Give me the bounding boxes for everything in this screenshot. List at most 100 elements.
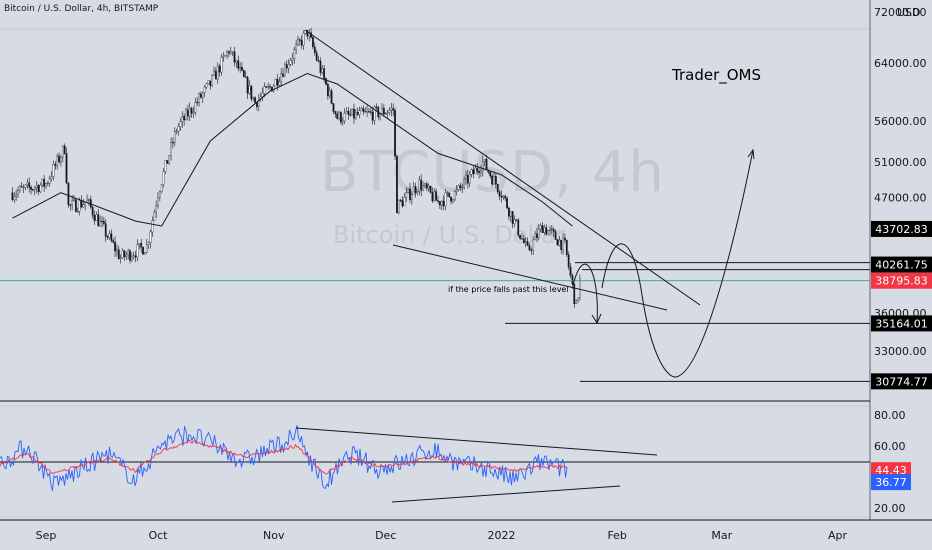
candle-body xyxy=(489,172,492,177)
candle-body xyxy=(534,233,536,241)
candle-body xyxy=(366,111,368,113)
candle-body xyxy=(526,241,529,246)
candle-body xyxy=(578,278,581,299)
candle-body xyxy=(196,101,199,104)
candle-body xyxy=(562,237,564,250)
candle-body xyxy=(420,179,423,191)
candle-body xyxy=(254,97,256,103)
candle-body xyxy=(177,126,180,132)
candle-body xyxy=(401,200,404,207)
candle-body xyxy=(151,220,154,233)
candle-body xyxy=(569,266,572,276)
candle-body xyxy=(326,84,329,97)
candle-body xyxy=(539,225,542,230)
candle-body xyxy=(472,169,475,174)
trendlines[interactable] xyxy=(295,29,755,503)
price-axis-ticks: 72000.00 64000.00 56000.00 51000.00 47000.00… xyxy=(874,6,927,358)
candle-body xyxy=(429,185,432,193)
rsi-value-text: 44.43 xyxy=(875,464,907,477)
candle-body xyxy=(246,77,249,94)
falling-wedge-lower-line[interactable] xyxy=(392,244,668,311)
candle-body xyxy=(188,108,191,117)
candle-body xyxy=(369,111,372,113)
candle-body xyxy=(483,158,486,162)
candle-body xyxy=(442,200,445,207)
candle-body xyxy=(235,60,238,63)
candle-body xyxy=(125,254,128,258)
candle-body xyxy=(211,74,214,86)
candle-body xyxy=(220,57,223,73)
candle-body xyxy=(58,155,60,163)
candle-body xyxy=(173,131,176,143)
candle-body xyxy=(144,252,146,255)
candle-body xyxy=(24,184,27,188)
candle-body xyxy=(30,186,32,190)
rsi-upper-trendline[interactable] xyxy=(295,427,658,456)
candle-body xyxy=(565,239,568,255)
rsi-tick-label: 20.00 xyxy=(874,502,906,515)
candle-body xyxy=(444,192,447,207)
projection-arrowhead[interactable] xyxy=(747,148,755,160)
price-label-text: 43702.83 xyxy=(875,223,928,236)
candle-body xyxy=(201,92,204,98)
candle-body xyxy=(123,250,126,258)
candle-body xyxy=(424,183,426,186)
candle-body xyxy=(78,200,81,212)
projection-small-arrowhead[interactable] xyxy=(591,313,602,325)
candle-body xyxy=(315,52,318,61)
candle-body xyxy=(155,205,158,213)
candle-body xyxy=(397,199,400,214)
rsi-lower-trendline[interactable] xyxy=(391,485,621,503)
candle-body xyxy=(91,207,94,216)
candle-body xyxy=(179,121,182,127)
candle-body xyxy=(237,60,240,69)
candle-body xyxy=(504,195,507,199)
candle-body xyxy=(524,241,527,243)
price-tick-label: 56000.00 xyxy=(874,115,927,128)
candle-body xyxy=(463,178,466,188)
candle-body xyxy=(35,185,38,188)
rsi-value-text: 36.77 xyxy=(875,476,907,489)
candle-body xyxy=(519,234,522,239)
candle-body xyxy=(157,197,159,206)
candle-body xyxy=(69,204,72,206)
candle-body xyxy=(312,37,314,48)
candle-body xyxy=(11,192,14,200)
candle-body xyxy=(132,255,135,258)
candle-body xyxy=(405,192,408,198)
price-tick-label: 64000.00 xyxy=(874,57,927,70)
candle-body xyxy=(63,145,66,154)
candle-body xyxy=(158,191,161,198)
candle-body xyxy=(45,183,47,187)
candle-body xyxy=(145,244,148,253)
candle-body xyxy=(76,211,79,213)
projection-small-arc[interactable] xyxy=(572,263,598,324)
candle-body xyxy=(213,70,215,76)
projection-path[interactable] xyxy=(601,149,754,378)
rsi-tick-label: 80.00 xyxy=(874,409,906,422)
candle-body xyxy=(65,153,68,184)
candle-body xyxy=(269,86,271,88)
currency-label: USD xyxy=(897,6,921,19)
candle-body xyxy=(181,116,184,122)
candle-body xyxy=(280,73,283,82)
candle-body xyxy=(368,111,370,113)
candle-body xyxy=(276,79,279,86)
candle-body xyxy=(18,186,21,191)
candle-body xyxy=(229,51,232,54)
candle-body xyxy=(263,86,266,94)
rsi-tick-label: 60.00 xyxy=(874,440,906,453)
price-tick-label: 51000.00 xyxy=(874,156,927,169)
candle-body xyxy=(319,60,322,73)
candle-body xyxy=(564,237,566,241)
candle-body xyxy=(438,201,441,206)
candle-body xyxy=(455,189,458,192)
candle-body xyxy=(403,197,406,207)
candle-body xyxy=(216,65,219,80)
candle-body xyxy=(341,120,344,123)
candle-body xyxy=(265,86,268,88)
candle-body xyxy=(192,111,195,114)
candle-body xyxy=(46,182,49,185)
candle-body xyxy=(97,214,100,227)
